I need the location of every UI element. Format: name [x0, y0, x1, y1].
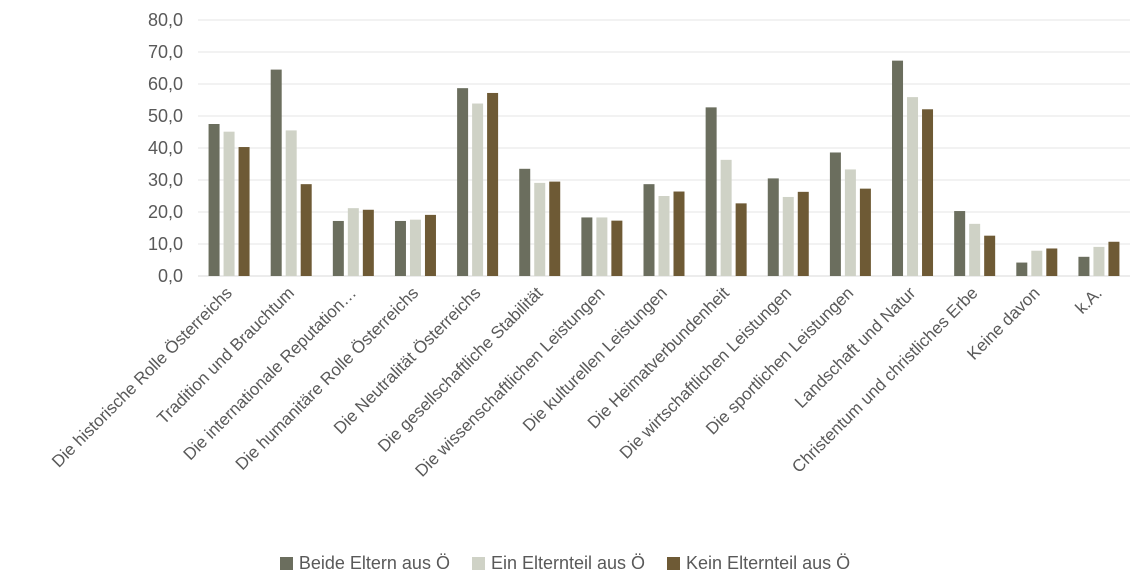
y-tick-label: 30,0: [148, 170, 183, 190]
bar: [1031, 250, 1043, 276]
bars: [208, 60, 1120, 277]
bar: [892, 60, 904, 276]
y-tick-label: 40,0: [148, 138, 183, 158]
legend-label: Kein Elternteil aus Ö: [686, 553, 851, 573]
bar: [782, 196, 794, 276]
legend-item-ein-elternteil: Ein Elternteil aus Ö: [471, 553, 646, 574]
bar: [457, 88, 469, 276]
legend-label: Beide Eltern aus Ö: [298, 553, 450, 573]
y-tick-label: 60,0: [148, 74, 183, 94]
bar: [596, 217, 608, 276]
legend-item-beide-eltern: Beide Eltern aus Ö: [279, 553, 450, 574]
y-axis-ticks: 0,0 10,0 20,0 30,0 40,0 50,0 60,0 70,0 80,0: [148, 10, 183, 286]
y-tick-label: 50,0: [148, 106, 183, 126]
bar: [549, 181, 561, 276]
bar: [394, 220, 406, 276]
y-tick-label: 0,0: [158, 266, 183, 286]
y-tick-label: 10,0: [148, 234, 183, 254]
legend-item-kein-elternteil: Kein Elternteil aus Ö: [667, 553, 850, 574]
bar: [1108, 241, 1120, 276]
bar: [238, 147, 250, 276]
bar: [270, 69, 282, 276]
bar: [984, 235, 996, 276]
bar: [767, 178, 779, 276]
bar: [332, 220, 344, 276]
bar: [300, 184, 312, 276]
legend-label: Ein Elternteil aus Ö: [490, 553, 646, 573]
bar: [720, 159, 732, 276]
bar: [1078, 256, 1090, 276]
bar: [409, 219, 421, 276]
bar: [581, 217, 593, 276]
bar: [673, 191, 685, 276]
bar: [705, 107, 717, 276]
bar: [859, 188, 871, 276]
bar: [519, 168, 531, 276]
x-category-label: k.A.: [1072, 283, 1106, 317]
bar: [487, 92, 499, 277]
bar: [954, 211, 966, 276]
bar: [969, 223, 981, 276]
bar: [534, 182, 546, 276]
bar: [362, 209, 374, 276]
bar: [1016, 262, 1028, 276]
legend: Beide Eltern aus Ö Ein Elternteil aus Ö …: [0, 553, 1130, 574]
bar: [735, 203, 747, 276]
x-axis-labels: Die historische Rolle ÖsterreichsTraditi…: [48, 283, 1106, 480]
bar: [1093, 246, 1105, 276]
legend-swatch: [279, 557, 293, 570]
bar: [829, 152, 841, 276]
bar: [424, 214, 436, 276]
bar: [1046, 248, 1058, 276]
legend-swatch: [667, 557, 681, 570]
bar: [922, 109, 934, 276]
y-tick-label: 70,0: [148, 42, 183, 62]
bar: [223, 131, 235, 276]
bar: [797, 191, 809, 276]
bar: [285, 130, 297, 276]
bar: [208, 124, 220, 276]
bar: [643, 184, 655, 276]
bar: [347, 208, 359, 276]
bar: [907, 97, 919, 277]
bar: [658, 196, 670, 276]
y-tick-label: 20,0: [148, 202, 183, 222]
bar: [472, 103, 484, 277]
legend-swatch: [471, 557, 485, 570]
x-category-label: Landschaft und Natur: [791, 283, 920, 412]
y-tick-label: 80,0: [148, 10, 183, 30]
bar: [844, 169, 856, 276]
bar: [611, 220, 623, 276]
